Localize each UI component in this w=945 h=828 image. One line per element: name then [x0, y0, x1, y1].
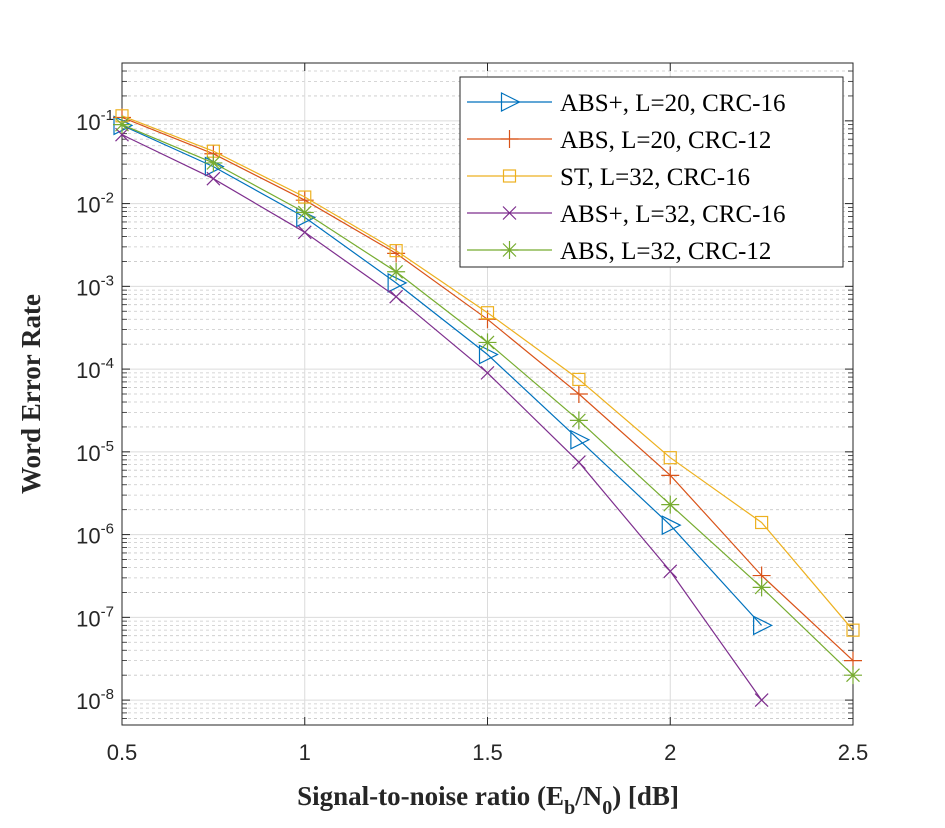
plus-marker	[569, 385, 588, 403]
triangle-right-marker	[387, 272, 408, 293]
x-marker	[754, 693, 769, 708]
y-tick-label: 10-7	[76, 603, 114, 631]
x-marker	[663, 564, 678, 579]
y-tick-label: 10-4	[76, 355, 114, 383]
x-tick-label: 0.5	[107, 740, 138, 765]
y-tick-label: 10-6	[76, 521, 114, 549]
square-marker	[572, 372, 586, 387]
legend-item: ABS+, L=20, CRC-16	[467, 90, 785, 117]
series-4	[115, 127, 769, 708]
asterisk-marker	[478, 333, 497, 352]
legend-label: ST, L=32, CRC-16	[560, 164, 750, 191]
x-tick-label: 1	[299, 740, 311, 765]
asterisk-marker	[387, 262, 406, 281]
triangle-right-marker	[478, 344, 499, 365]
legend-item: ABS, L=32, CRC-12	[467, 238, 771, 265]
y-tick-labels: 10-1 10-2 10-3 10-4 10-5 10-6 10-7 10-8	[76, 107, 114, 714]
legend-item: ABS, L=20, CRC-12	[467, 127, 771, 154]
asterisk-marker	[752, 578, 771, 597]
square-marker	[502, 169, 517, 183]
x-tick-label: 2.5	[838, 740, 869, 765]
legend: ABS+, L=20, CRC-16 ABS, L=20, CRC-12 ST, L…	[459, 76, 844, 268]
triangle-right-marker	[753, 615, 773, 636]
square-marker	[846, 623, 860, 637]
x-marker	[206, 171, 221, 186]
y-tick-label: 10-8	[76, 686, 114, 714]
y-tick-label: 10-3	[76, 272, 114, 300]
legend-label: ABS, L=20, CRC-12	[560, 127, 771, 154]
asterisk-marker	[204, 153, 223, 172]
axis-ticks	[121, 63, 854, 725]
series-line	[121, 134, 763, 701]
x-tick-label: 1.5	[472, 740, 503, 765]
legend-item: ABS+, L=32, CRC-16	[467, 201, 785, 228]
minor-grid	[122, 70, 853, 719]
x-marker	[480, 365, 495, 380]
asterisk-marker	[569, 411, 588, 430]
legend-box	[459, 76, 844, 268]
y-tick-label: 10-5	[76, 438, 114, 466]
asterisk-marker	[113, 115, 131, 134]
series-layer	[113, 108, 862, 708]
legend-label: ABS, L=32, CRC-12	[560, 238, 771, 265]
y-axis-label: Word Error Rate	[16, 294, 46, 494]
asterisk-marker	[844, 666, 862, 685]
x-tick-labels: 0.5 1 1.5 2 2.5	[107, 740, 869, 765]
series-5	[113, 115, 862, 685]
series-1	[113, 115, 773, 636]
legend-label: ABS+, L=20, CRC-16	[560, 90, 785, 117]
x-marker	[502, 206, 517, 220]
x-marker	[389, 289, 404, 304]
triangle-right-marker	[661, 515, 682, 536]
legend-item: ST, L=32, CRC-16	[467, 164, 750, 191]
square-marker	[663, 451, 677, 465]
triangle-right-marker	[113, 115, 134, 136]
y-tick-label: 10-1	[76, 107, 114, 135]
triangle-right-marker	[570, 429, 591, 450]
asterisk-marker	[295, 203, 314, 222]
series-line	[121, 115, 854, 631]
asterisk-marker	[500, 241, 519, 259]
legend-label: ABS+, L=32, CRC-16	[560, 201, 785, 228]
square-marker	[480, 306, 495, 320]
asterisk-marker	[661, 495, 680, 514]
square-marker	[755, 515, 769, 530]
legend-items: ABS+, L=20, CRC-16 ABS, L=20, CRC-12 ST, L…	[467, 90, 785, 265]
x-marker	[115, 127, 129, 142]
square-marker	[389, 244, 403, 258]
x-marker	[297, 225, 312, 240]
square-marker	[298, 190, 312, 204]
x-marker	[571, 455, 586, 470]
plus-marker	[661, 466, 680, 485]
triangle-right-marker	[500, 92, 521, 112]
series-line	[121, 124, 763, 626]
plus-marker	[500, 130, 519, 148]
x-axis-label: Signal-to-noise ratio (Eb/N0) [dB]	[297, 781, 679, 819]
y-tick-label: 10-2	[76, 190, 114, 218]
x-tick-label: 2	[664, 740, 676, 765]
